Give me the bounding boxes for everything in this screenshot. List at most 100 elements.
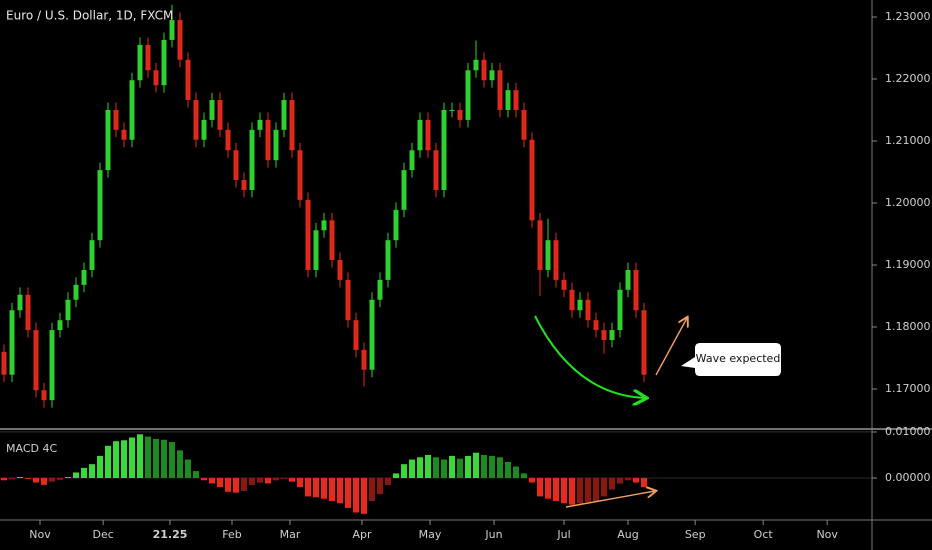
candle-body [169,20,175,40]
histogram-bar [361,477,367,514]
histogram-bar [97,455,103,478]
histogram-bar [433,457,439,478]
drawn-up-arrow [655,318,687,376]
histogram-bar [297,477,303,488]
histogram-bar [273,477,279,481]
candle-body [513,90,519,110]
callout-text: Wave expected [696,352,781,365]
candle-body [481,59,487,81]
histogram-bar [337,477,343,504]
candle-body [393,209,399,241]
x-tick-label: Jun [484,528,502,541]
callout-box [681,343,781,376]
histogram-bar [73,472,79,478]
candle-body [561,279,567,290]
histogram-bar [129,437,135,478]
y-tick-label: 1.23000 [885,10,931,23]
candle-body [361,349,367,370]
candle-body [257,119,263,130]
candle-body [641,310,647,375]
candle-body [449,109,455,111]
histogram-bar [377,477,383,495]
candle-body [385,240,391,280]
histogram-bar [585,477,591,502]
candle-body [569,289,575,311]
histogram-bar [89,464,95,478]
histogram-bar [249,477,255,485]
candle-body [601,330,607,341]
candle-body [593,320,599,331]
histogram-bar [289,477,295,482]
candle-body [201,119,207,140]
y-tick-label: 1.18000 [885,320,931,333]
candle-body [129,80,135,140]
candle-body [57,320,63,331]
histogram-bar [153,438,159,478]
histogram-bar [449,455,455,478]
histogram-bar [441,459,447,478]
histogram-bar [105,445,111,478]
candle-body [49,330,55,401]
histogram-bar [489,455,495,478]
histogram-bar [177,450,183,478]
candle-body [33,330,39,391]
candle-body [153,70,159,86]
histogram-bar [417,457,423,478]
histogram-bar [625,477,631,481]
histogram-bar [49,477,55,482]
histogram-bar [473,452,479,478]
x-tick-label: Aug [617,528,638,541]
candle-body [337,260,343,280]
candle-body [609,330,615,341]
x-tick-label: Feb [222,528,241,541]
candle-body [297,150,303,200]
histogram-bar [161,439,167,478]
candle-body [177,20,183,60]
candle-body [145,44,151,71]
candle-body [233,150,239,181]
candle-body [313,230,319,270]
histogram-bar [193,471,199,478]
histogram-bar [217,477,223,488]
histogram-bar [25,477,31,479]
plot: 1.23000 1.22000 1.21000 1.20000 1.19000 1.180… [0,4,931,541]
candle-body [89,240,95,270]
histogram-bar [553,477,559,501]
histogram-bar [457,458,463,478]
candle-body [625,269,631,290]
candle-body [409,150,415,171]
y-tick-label: 1.19000 [885,258,931,271]
candle-body [225,129,231,151]
histogram-bar [641,477,647,488]
candle-body [497,70,503,110]
candle-body [377,279,383,300]
histogram-bar [529,477,535,483]
histogram-bar [17,477,23,478]
histogram-bar [113,441,119,478]
histogram-bar [345,477,351,508]
histogram-bar [353,477,359,513]
candle-body [65,299,71,321]
candle-body [265,119,271,161]
y-tick-label: 1.21000 [885,134,931,147]
histogram-bar [521,473,527,478]
candle-body [1,351,7,375]
histogram-bar [577,477,583,504]
indicator-title: MACD 4C [6,442,57,455]
candle-body [505,90,511,110]
histogram-bar [265,477,271,484]
x-tick-label: Dec [93,528,114,541]
histogram-bar [393,473,399,478]
histogram-bar [481,454,487,478]
candle-body [425,119,431,151]
candle-body [81,269,87,285]
candle-body [369,299,375,370]
candle-body [105,109,111,171]
candle-body [441,109,447,190]
histogram-bar [241,477,247,491]
candle-body [97,170,103,241]
x-tick-label: Mar [280,528,301,541]
candle-body [121,129,127,140]
candle-body [305,199,311,270]
